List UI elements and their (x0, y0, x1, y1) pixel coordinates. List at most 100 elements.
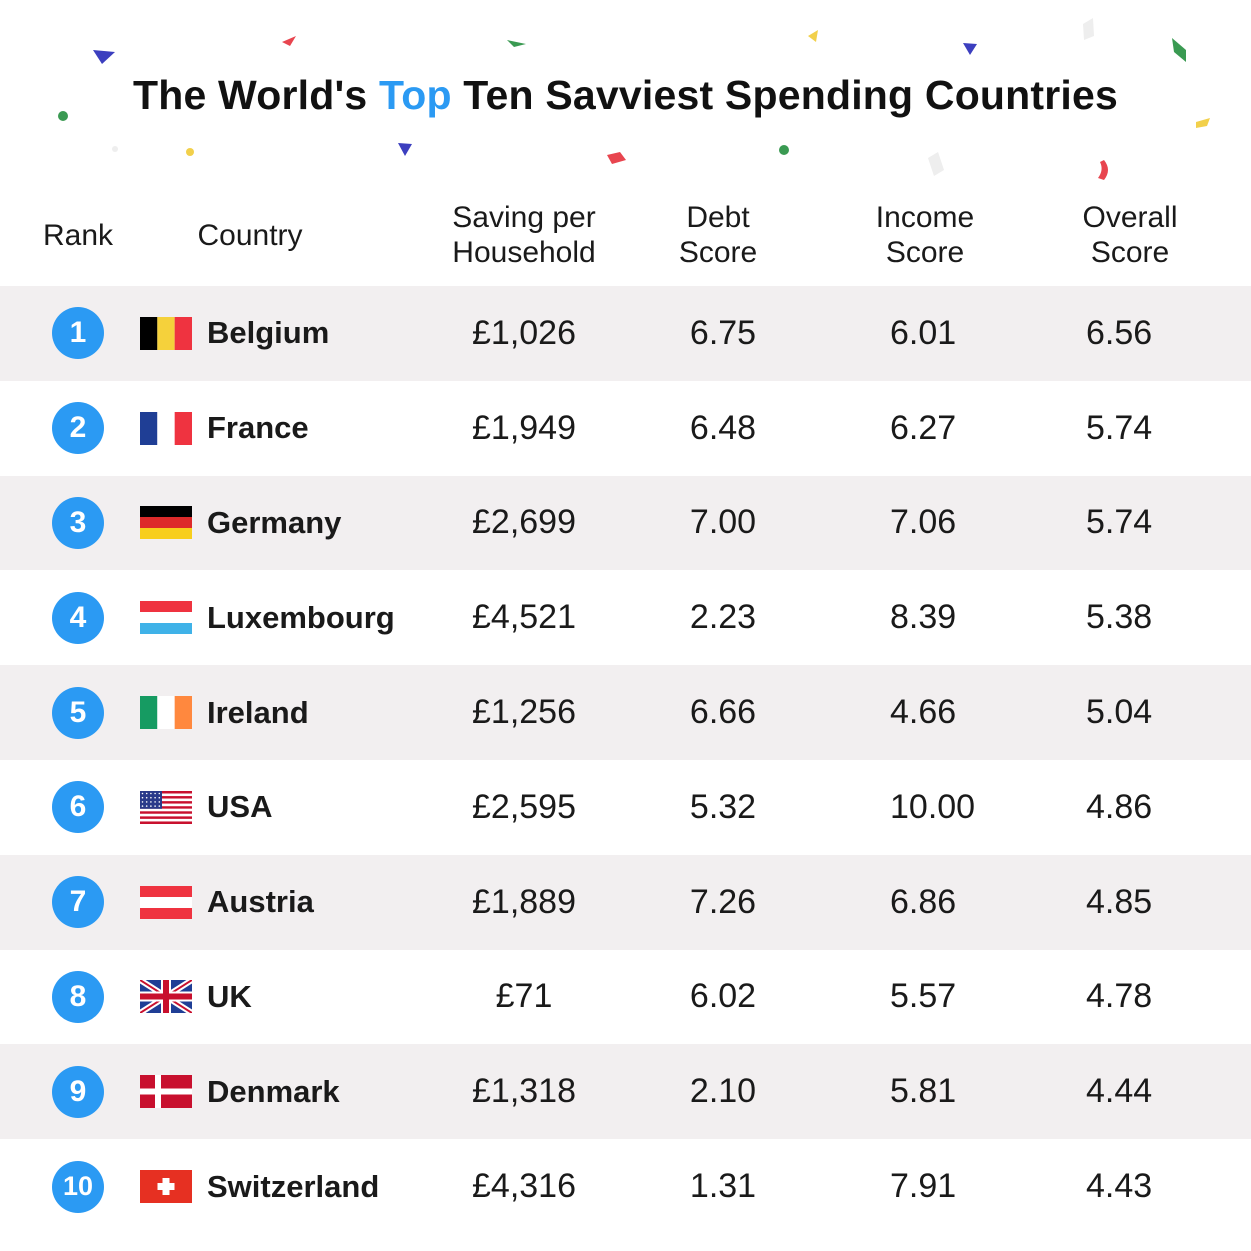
flag-cell (140, 570, 192, 665)
header-debt: Debt Score (643, 190, 793, 280)
rank-cell: 1 (52, 286, 104, 381)
overall-score: 6.56 (1086, 313, 1153, 352)
table-header: Rank Country Saving per Household Debt S… (0, 190, 1251, 280)
debt-score: 7.26 (689, 882, 757, 921)
confetti-piece (808, 30, 818, 42)
overall-score: 4.86 (1086, 787, 1153, 826)
header-label: Rank (42, 218, 114, 252)
income-score: 4.66 (890, 693, 957, 732)
rank-badge: 8 (52, 970, 104, 1023)
rank-badge: 5 (52, 686, 104, 739)
denmark-flag-icon (140, 1075, 192, 1109)
overall-score: 5.04 (1086, 693, 1153, 732)
flag-cell (140, 1139, 192, 1234)
title-text: The World's (132, 72, 379, 118)
country-name: Belgium (207, 315, 330, 351)
debt-score: 6.66 (689, 693, 757, 732)
header-rank: Rank (28, 190, 128, 280)
table-body: 1 Belgium £1,026 6.75 6.01 6.56 2 France £1,949 6… (0, 286, 1251, 1234)
rank-badge: 4 (52, 591, 104, 644)
flag-cell (140, 286, 192, 381)
table-row: 3 Germany £2,699 7.00 7.06 5.74 (0, 475, 1251, 571)
rank-cell: 5 (52, 665, 104, 760)
uk-flag-icon (140, 980, 192, 1014)
rank-cell: 10 (52, 1139, 104, 1234)
table-row: 6 USA £2,595 5.32 10.00 4.86 (0, 760, 1251, 855)
overall-score: 5.38 (1086, 598, 1153, 637)
debt-score: 1.31 (689, 1167, 757, 1206)
header-label: Country (197, 218, 303, 252)
rank-badge: 9 (52, 1065, 104, 1118)
table-row: 5 Ireland £1,256 6.66 4.66 5.04 (0, 665, 1251, 760)
saving-value: £71 (495, 977, 553, 1016)
confetti-piece (507, 40, 526, 47)
saving-value: £2,699 (472, 503, 576, 542)
saving-value: £1,949 (472, 408, 576, 447)
france-flag-icon (140, 411, 192, 445)
confetti-piece (963, 43, 977, 55)
belgium-flag-icon (140, 316, 192, 350)
table-row: 9 Denmark £1,318 2.10 5.81 4.44 (0, 1044, 1251, 1140)
header-overall: Overall Score (1055, 190, 1205, 280)
table-row: 2 France £1,949 6.48 6.27 5.74 (0, 381, 1251, 476)
rank-badge: 1 (52, 307, 104, 360)
rank-cell: 7 (52, 855, 104, 950)
header-country: Country (180, 190, 320, 280)
header-saving: Saving per Household (424, 190, 624, 280)
saving-value: £1,318 (472, 1072, 576, 1111)
overall-score: 4.85 (1086, 882, 1153, 921)
income-score: 10.00 (890, 787, 976, 826)
country-name: Ireland (207, 694, 309, 730)
income-score: 5.81 (890, 1072, 957, 1111)
flag-cell (140, 381, 192, 476)
debt-score: 6.02 (689, 977, 757, 1016)
header-label: Saving per (452, 201, 596, 234)
confetti-piece (779, 145, 789, 155)
table-row: 8 UK £71 6.02 5.57 4.78 (0, 950, 1251, 1045)
saving-value: £4,521 (472, 598, 576, 637)
header-label: Debt (686, 201, 750, 234)
header-label: Score (678, 236, 758, 269)
confetti-piece (282, 36, 296, 46)
saving-value: £1,256 (472, 693, 576, 732)
income-score: 5.57 (890, 977, 957, 1016)
table-row: 1 Belgium £1,026 6.75 6.01 6.56 (0, 286, 1251, 381)
header-label: Overall (1082, 201, 1178, 234)
table-row: 4 Luxembourg £4,521 2.23 8.39 5.38 (0, 570, 1251, 665)
page-title: The World's Top Ten Savviest Spending Co… (0, 72, 1251, 119)
income-score: 6.86 (890, 882, 957, 921)
confetti-piece (398, 143, 412, 156)
confetti-piece (58, 111, 68, 121)
rank-cell: 6 (52, 760, 104, 855)
header-label: Income (875, 201, 975, 234)
debt-score: 5.32 (689, 787, 757, 826)
confetti-piece (928, 152, 944, 176)
saving-value: £2,595 (472, 787, 576, 826)
flag-cell (140, 665, 192, 760)
confetti-piece (1098, 160, 1108, 180)
flag-cell (140, 1044, 192, 1139)
country-name: Switzerland (207, 1168, 380, 1204)
rank-cell: 3 (52, 476, 104, 571)
income-score: 6.01 (890, 313, 957, 352)
rank-cell: 9 (52, 1044, 104, 1139)
flag-cell (140, 760, 192, 855)
flag-cell (140, 476, 192, 571)
country-name: UK (207, 978, 252, 1014)
confetti-piece (93, 50, 115, 64)
country-name: USA (207, 789, 273, 825)
rank-cell: 2 (52, 381, 104, 476)
confetti-piece (1083, 18, 1094, 40)
flag-cell (140, 950, 192, 1045)
income-score: 7.91 (890, 1167, 957, 1206)
austria-flag-icon (140, 885, 192, 919)
table-row: 7 Austria £1,889 7.26 6.86 4.85 (0, 854, 1251, 950)
header-label: Score (885, 236, 965, 269)
confetti-piece (607, 152, 626, 164)
overall-score: 5.74 (1086, 503, 1153, 542)
header-label: Score (1090, 236, 1170, 269)
country-name: Germany (207, 504, 342, 540)
confetti-piece (1196, 118, 1210, 128)
overall-score: 4.43 (1086, 1167, 1153, 1206)
header-income: Income Score (850, 190, 1000, 280)
